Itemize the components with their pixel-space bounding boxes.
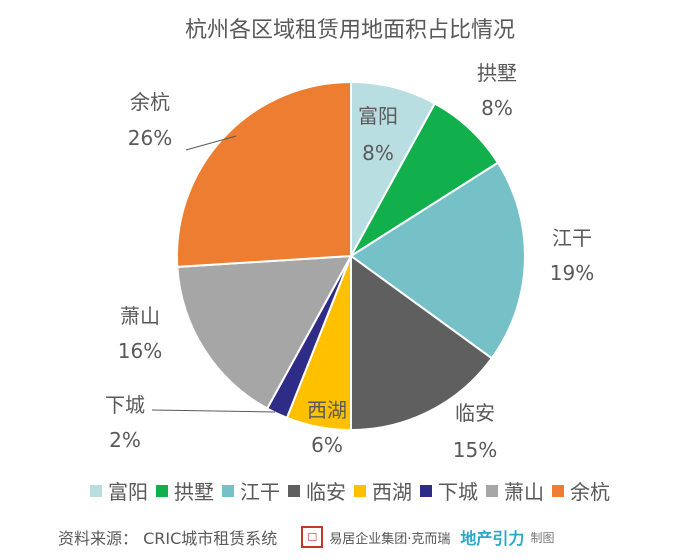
legend-swatch [486,484,498,497]
legend-item: 江干 [222,476,280,505]
legend-label: 西湖 [372,480,412,504]
legend-label: 江干 [240,480,280,504]
slice-percent-label: 15% [453,438,497,462]
credit-text: 制图 [530,530,555,545]
legend-label: 富阳 [108,480,148,504]
legend-label: 萧山 [504,480,544,504]
legend-label: 下城 [438,480,478,504]
legend-item: 西湖 [354,476,412,505]
slice-percent-label: 6% [311,433,343,457]
slice-name-label: 下城 [105,393,145,417]
brand-logo-text: 地产引力 [460,529,525,548]
legend-swatch [354,484,366,497]
slice-percent-label: 26% [128,126,172,150]
legend-item: 萧山 [486,476,544,505]
chart-legend: 富阳 拱墅 江干 临安 西湖 下城 萧山 余杭 [0,476,700,505]
pie-slice-3 [349,161,526,360]
slice-name-label: 江干 [552,226,592,250]
stamp-logo-icon: ☐ [301,526,324,548]
slice-name-label: 西湖 [307,398,347,422]
legend-item: 拱墅 [156,476,214,505]
pie-slice-8 [176,80,352,268]
legend-swatch [156,484,168,497]
legend-label: 临安 [306,480,346,504]
pie-slice-4 [350,254,494,432]
legend-label: 拱墅 [174,480,214,504]
pie-slice-7 [176,254,353,410]
leader-line [151,409,276,413]
leader-line [185,135,237,151]
slice-name-label: 拱墅 [477,61,517,85]
company-logo-text: 易居企业集团·克而瑞 [329,531,451,547]
slice-percent-label: 16% [118,339,162,363]
pie-chart: 富阳 8% 拱墅 8% 江干 19% 临安 15% 西湖 6% 下城 2% 萧山 16% 余杭 26% [105,61,594,462]
legend-label: 余杭 [570,480,610,504]
legend-swatch [420,484,432,497]
legend-swatch [552,484,564,497]
legend-swatch [90,484,102,497]
slice-percent-label: 8% [362,141,394,165]
legend-swatch [288,484,300,497]
slice-name-label: 临安 [455,401,495,425]
slice-percent-label: 2% [109,428,141,452]
slice-name-label: 余杭 [130,90,170,114]
chart-title: 杭州各区域租赁用地面积占比情况 [184,18,515,43]
source-note: 资料来源： CRIC城市租赁系统 [58,529,278,548]
slice-name-label: 萧山 [120,304,160,328]
legend-item: 富阳 [90,476,148,505]
legend-item: 余杭 [552,476,610,505]
slice-name-label: 富阳 [358,104,398,128]
legend-swatch [222,484,234,497]
slice-percent-label: 8% [481,96,513,120]
slice-percent-label: 19% [550,261,594,285]
footer: 资料来源： CRIC城市租赁系统 ☐ 易居企业集团·克而瑞 地产引力 制图 [0,520,700,554]
legend-item: 临安 [288,476,346,505]
legend-item: 下城 [420,476,478,505]
